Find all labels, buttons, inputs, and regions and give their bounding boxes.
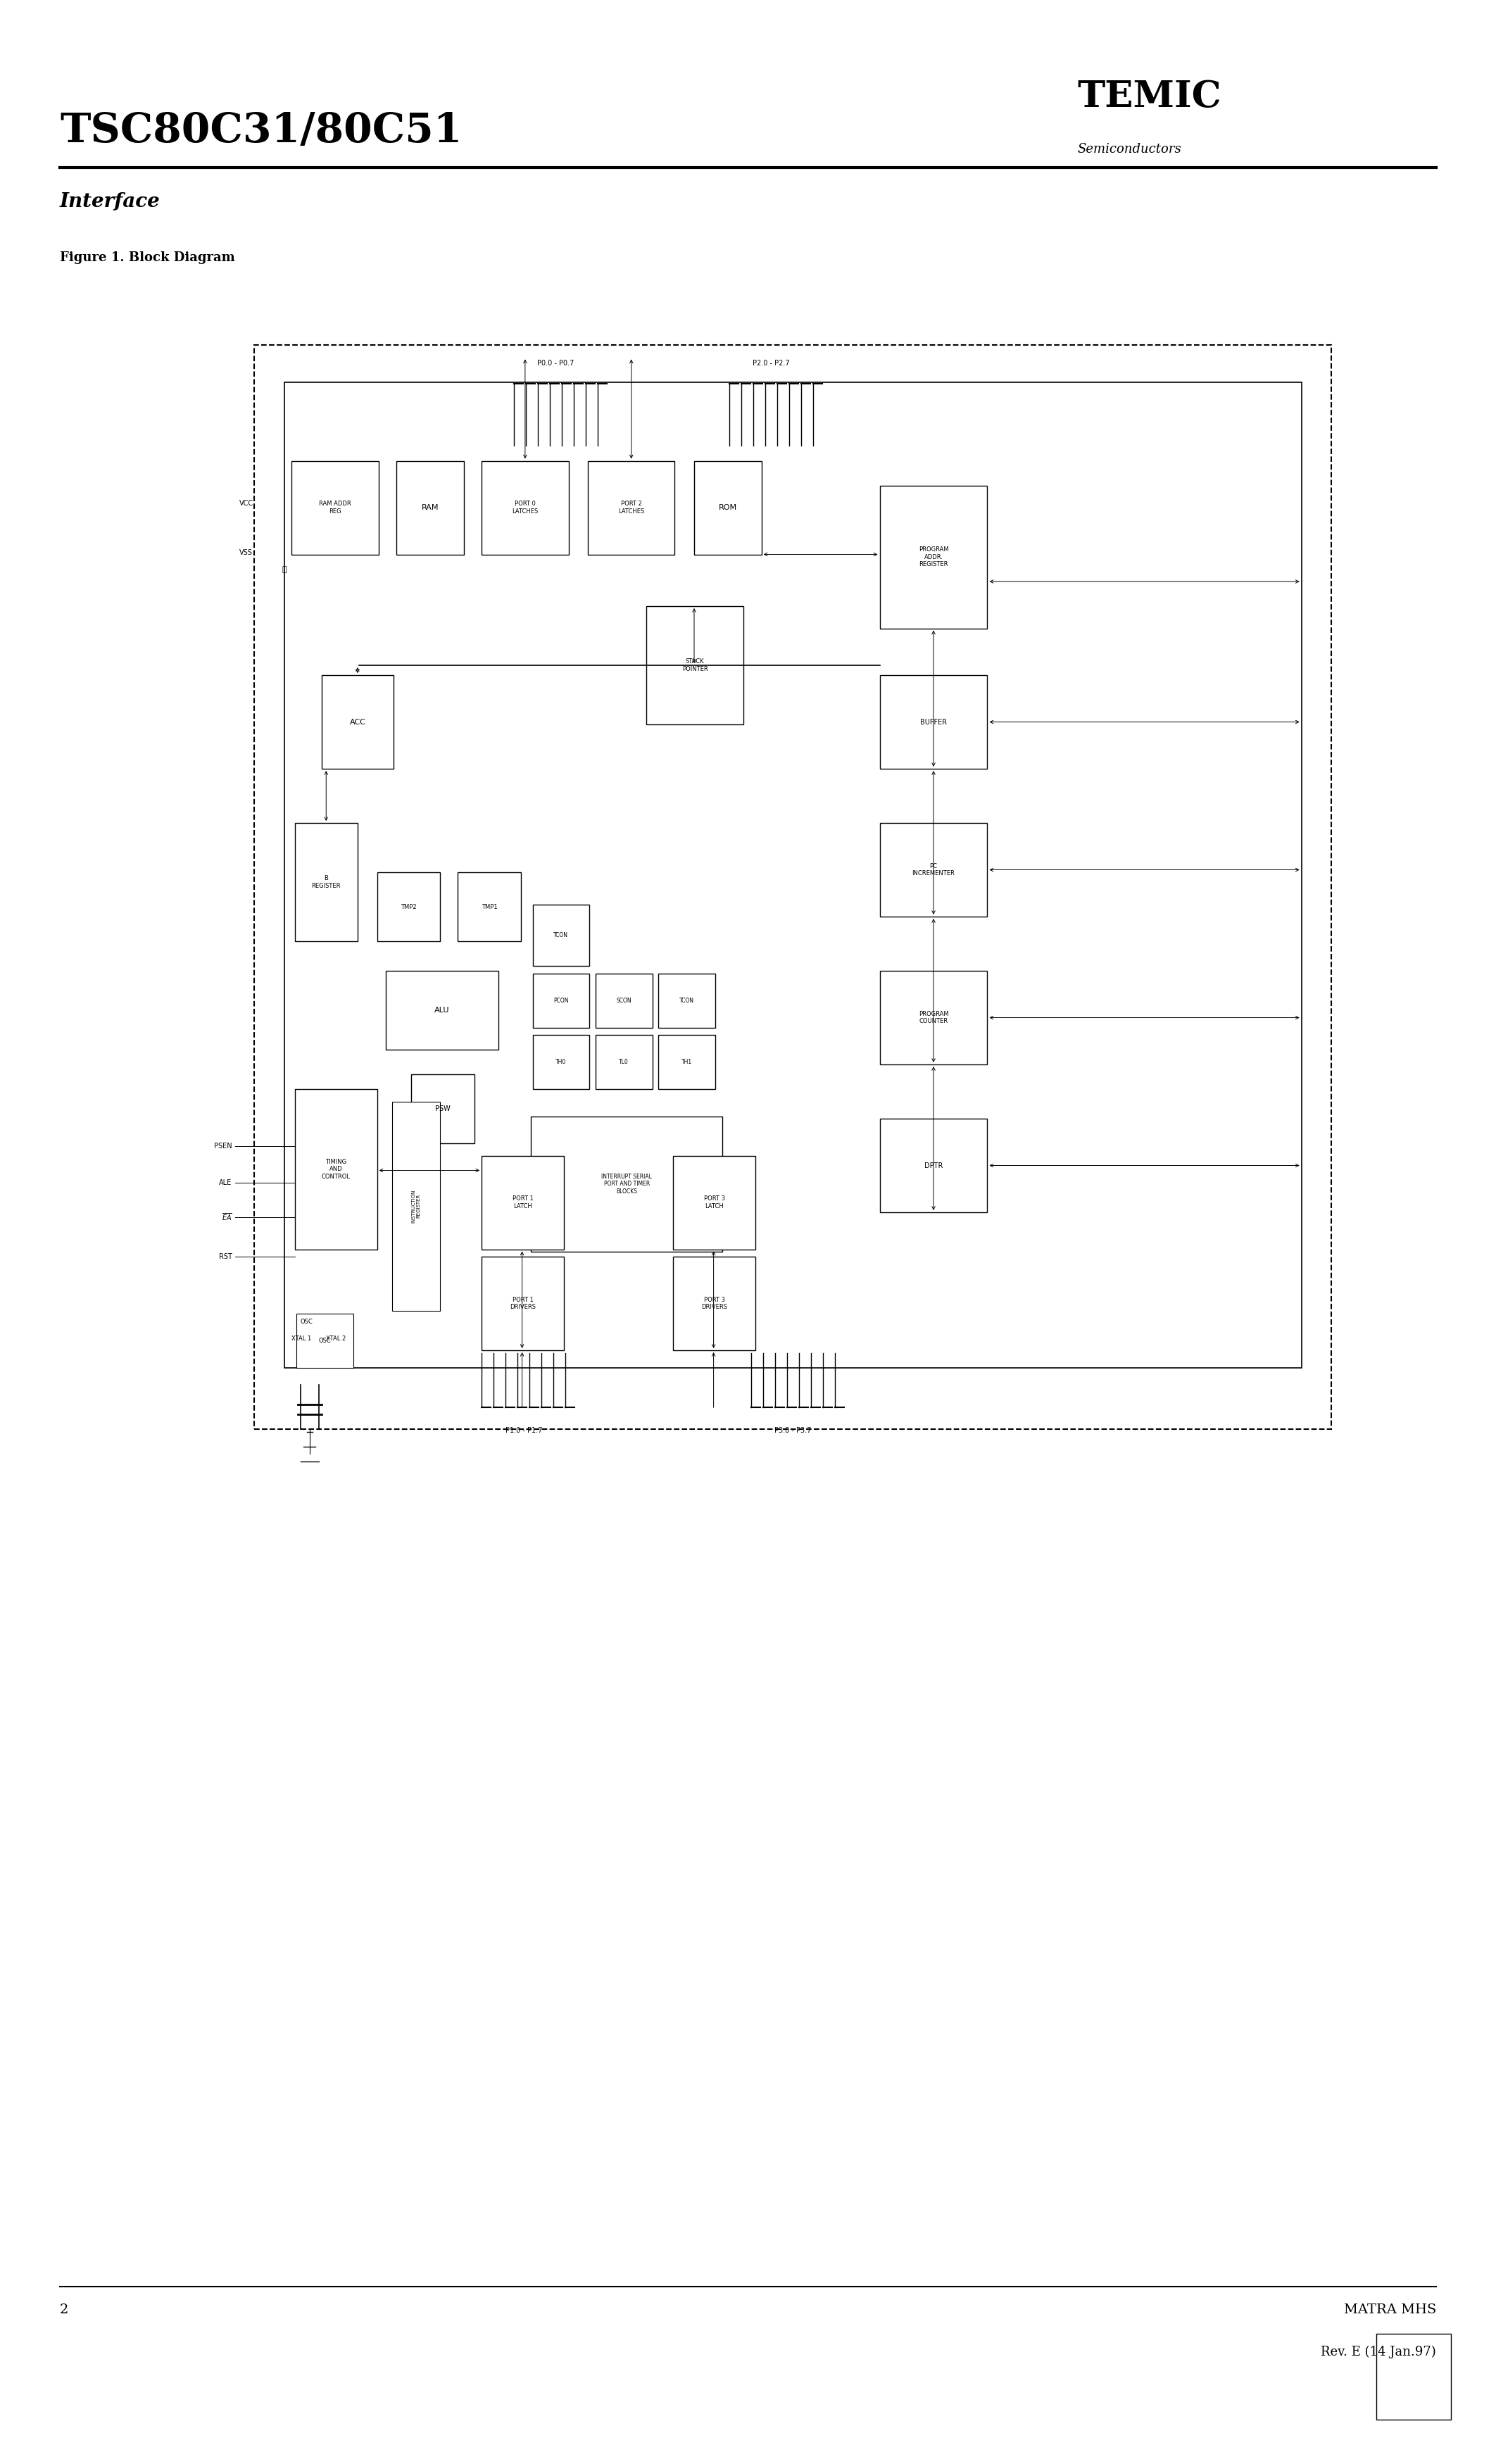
Text: OSC: OSC [301, 1318, 313, 1326]
FancyBboxPatch shape [880, 823, 987, 917]
Text: INSTRUCTION
REGISTER: INSTRUCTION REGISTER [411, 1190, 420, 1222]
Text: PROGRAM
COUNTER: PROGRAM COUNTER [919, 1010, 948, 1025]
Text: SCON: SCON [616, 998, 631, 1003]
Text: TEMIC: TEMIC [1077, 79, 1221, 116]
Text: TIMING
AND
CONTROL: TIMING AND CONTROL [322, 1158, 350, 1180]
FancyBboxPatch shape [458, 872, 521, 941]
Text: VSS: VSS [239, 549, 253, 557]
Bar [254, 345, 1331, 1429]
FancyBboxPatch shape [482, 1156, 564, 1249]
Text: RAM ADDR
REG: RAM ADDR REG [319, 500, 352, 515]
FancyBboxPatch shape [880, 485, 987, 628]
Text: MATRA MHS: MATRA MHS [1343, 2304, 1436, 2316]
Text: Semiconductors: Semiconductors [1077, 143, 1182, 155]
Text: TH0: TH0 [555, 1060, 567, 1064]
Text: PCON: PCON [554, 998, 568, 1003]
FancyBboxPatch shape [658, 973, 715, 1027]
Text: TSC80C31/80C51: TSC80C31/80C51 [60, 111, 462, 150]
Text: TMP2: TMP2 [401, 904, 416, 909]
Text: STACK
POINTER: STACK POINTER [682, 658, 708, 673]
FancyBboxPatch shape [673, 1257, 755, 1350]
Text: Interface: Interface [60, 192, 160, 212]
FancyBboxPatch shape [295, 1089, 377, 1249]
Text: P0.0 - P0.7: P0.0 - P0.7 [537, 360, 574, 367]
Text: PORT 0
LATCHES: PORT 0 LATCHES [512, 500, 539, 515]
FancyBboxPatch shape [588, 461, 675, 554]
Text: TCON: TCON [554, 931, 568, 939]
Text: PORT 1
LATCH: PORT 1 LATCH [512, 1195, 534, 1210]
FancyBboxPatch shape [880, 675, 987, 769]
FancyBboxPatch shape [595, 1035, 652, 1089]
Text: 2: 2 [60, 2304, 69, 2316]
Text: PC
INCREMENTER: PC INCREMENTER [913, 862, 954, 877]
FancyBboxPatch shape [482, 461, 568, 554]
FancyBboxPatch shape [646, 606, 744, 724]
FancyBboxPatch shape [396, 461, 464, 554]
Bar [284, 382, 1302, 1368]
FancyBboxPatch shape [377, 872, 440, 941]
FancyBboxPatch shape [533, 1035, 589, 1089]
Text: XTAL 2: XTAL 2 [326, 1335, 346, 1343]
Text: PSEN: PSEN [214, 1143, 232, 1148]
Bar [296, 1313, 353, 1368]
FancyBboxPatch shape [880, 1119, 987, 1212]
Text: P2.0 - P2.7: P2.0 - P2.7 [752, 360, 790, 367]
Text: ALE: ALE [218, 1180, 232, 1185]
FancyBboxPatch shape [295, 823, 358, 941]
FancyBboxPatch shape [658, 1035, 715, 1089]
Text: PROGRAM
ADDR.
REGISTER: PROGRAM ADDR. REGISTER [919, 547, 948, 567]
Text: VCC: VCC [239, 500, 253, 508]
Text: INTERRUPT SERIAL
PORT AND TIMER
BLOCKS: INTERRUPT SERIAL PORT AND TIMER BLOCKS [601, 1173, 652, 1195]
Text: ROM: ROM [718, 505, 738, 510]
Text: Figure 1. Block Diagram: Figure 1. Block Diagram [60, 251, 235, 264]
FancyBboxPatch shape [322, 675, 393, 769]
Text: TH1: TH1 [681, 1060, 693, 1064]
FancyBboxPatch shape [531, 1116, 723, 1252]
Text: $\overline{EA}$: $\overline{EA}$ [221, 1212, 232, 1222]
Text: TCON: TCON [679, 998, 694, 1003]
FancyBboxPatch shape [292, 461, 378, 554]
Text: PORT 1
DRIVERS: PORT 1 DRIVERS [510, 1296, 536, 1311]
Text: B
REGISTER: B REGISTER [311, 875, 341, 890]
FancyBboxPatch shape [482, 1257, 564, 1350]
Text: ALU: ALU [434, 1008, 450, 1013]
Text: ACC: ACC [350, 719, 365, 724]
Text: OSC: OSC [319, 1338, 331, 1343]
FancyBboxPatch shape [411, 1074, 474, 1143]
Bar [1376, 2333, 1451, 2420]
Text: PORT 2
LATCHES: PORT 2 LATCHES [618, 500, 645, 515]
FancyBboxPatch shape [386, 971, 498, 1050]
FancyBboxPatch shape [595, 973, 652, 1027]
Text: PORT 3
LATCH: PORT 3 LATCH [703, 1195, 726, 1210]
FancyBboxPatch shape [694, 461, 761, 554]
Text: PSW: PSW [435, 1106, 450, 1111]
Text: DPTR: DPTR [925, 1163, 942, 1168]
FancyBboxPatch shape [533, 904, 589, 966]
Text: XTAL 1: XTAL 1 [292, 1335, 311, 1343]
Text: RAM: RAM [422, 505, 438, 510]
Text: Rev. E (14 Jan.97): Rev. E (14 Jan.97) [1321, 2346, 1436, 2358]
Text: ⏚: ⏚ [281, 567, 287, 574]
FancyBboxPatch shape [673, 1156, 755, 1249]
FancyBboxPatch shape [533, 973, 589, 1027]
Text: TMP1: TMP1 [482, 904, 497, 909]
Text: P1.0 - P1.7: P1.0 - P1.7 [506, 1427, 542, 1434]
FancyBboxPatch shape [880, 971, 987, 1064]
Text: PORT 3
DRIVERS: PORT 3 DRIVERS [702, 1296, 727, 1311]
Text: TL0: TL0 [619, 1060, 628, 1064]
Bar [392, 1101, 440, 1311]
Text: RST: RST [218, 1254, 232, 1259]
Text: BUFFER: BUFFER [920, 719, 947, 724]
Text: P3.0 - P3.7: P3.0 - P3.7 [775, 1427, 811, 1434]
